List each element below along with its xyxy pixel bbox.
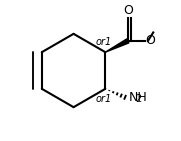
Text: or1: or1 — [96, 94, 112, 104]
Text: NH: NH — [129, 91, 147, 104]
Text: O: O — [124, 4, 134, 17]
Text: 2: 2 — [136, 94, 142, 104]
Text: O: O — [146, 34, 155, 47]
Polygon shape — [105, 39, 129, 52]
Text: or1: or1 — [96, 37, 112, 47]
